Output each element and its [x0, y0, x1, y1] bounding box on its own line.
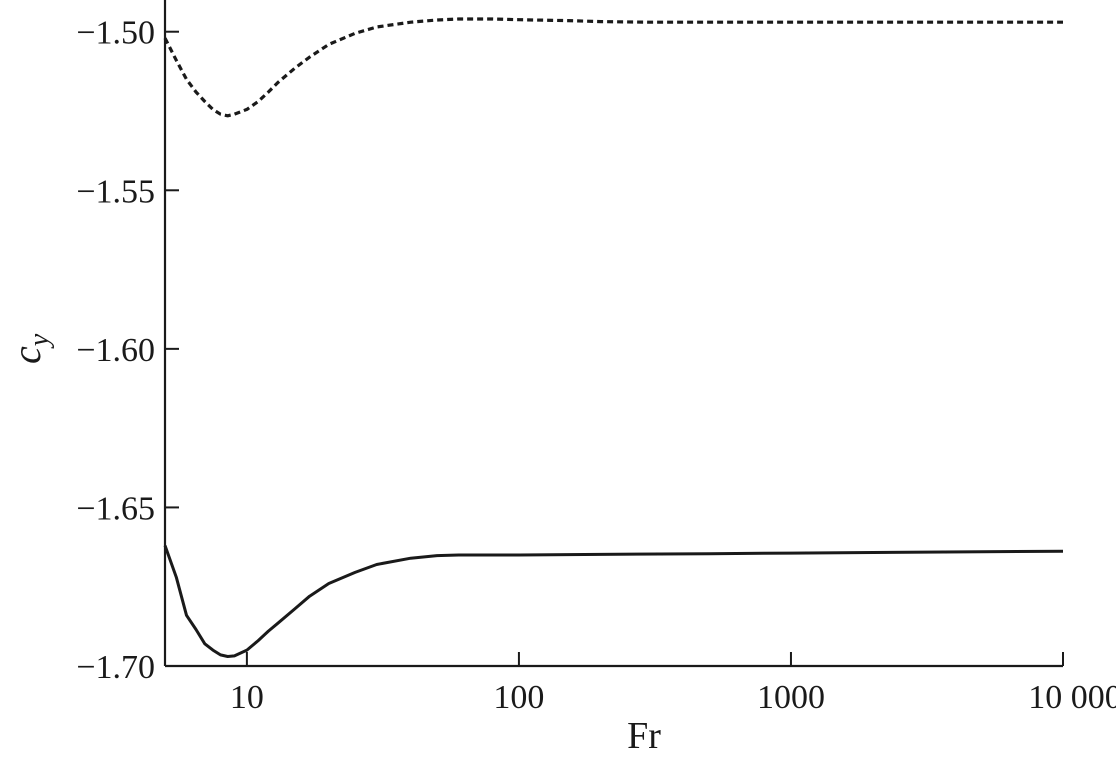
series-line-dashed [163, 17, 1063, 118]
y-axis-ticks: −1.50 −1.55 −1.60 −1.65 −1.70 [76, 15, 179, 686]
y-axis-title-main: c [4, 346, 49, 364]
x-tick-label: 10 [230, 679, 264, 716]
x-tick-label: 100 [493, 679, 544, 716]
x-axis-title: Fr [627, 715, 661, 757]
y-tick-label: −1.70 [76, 649, 155, 686]
y-tick-label: −1.50 [76, 15, 155, 52]
series-line-solid [163, 544, 1064, 658]
x-tick-label: 10 000 [1028, 679, 1116, 716]
x-tick-label: 1000 [757, 679, 825, 716]
y-tick-label: −1.60 [76, 332, 155, 369]
x-axis-ticks: 10 100 1000 10 000 [230, 652, 1116, 716]
y-tick-label: −1.65 [76, 490, 155, 527]
y-axis-title: cy [4, 333, 55, 364]
y-tick-label: −1.55 [76, 173, 155, 210]
plot-area [163, 17, 1064, 658]
y-axis-title-subscript: y [24, 333, 55, 349]
